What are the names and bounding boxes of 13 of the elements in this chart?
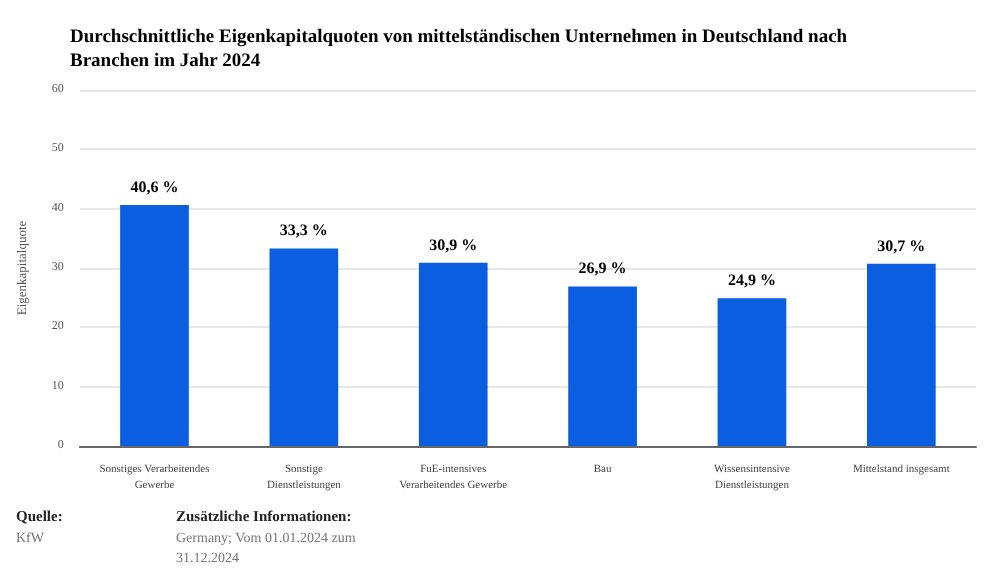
data-label: 30,9 % <box>429 235 478 254</box>
bar <box>418 262 488 446</box>
bar <box>568 286 637 446</box>
data-label: 24,9 % <box>727 271 776 290</box>
data-label: 33,3 % <box>279 221 328 240</box>
chart-title: Durchschnittliche Eigenkapitalquoten von mittelständischen Unternehmen in Deutschland nach Branchen im Jahr 2024 <box>70 28 849 72</box>
data-label: 26,9 % <box>578 259 627 278</box>
bar <box>269 248 339 446</box>
data-label: 30,7 % <box>877 236 926 255</box>
bar <box>120 205 189 446</box>
data-label: 40,6 % <box>130 178 179 197</box>
bar <box>717 298 787 446</box>
bar <box>866 263 936 446</box>
